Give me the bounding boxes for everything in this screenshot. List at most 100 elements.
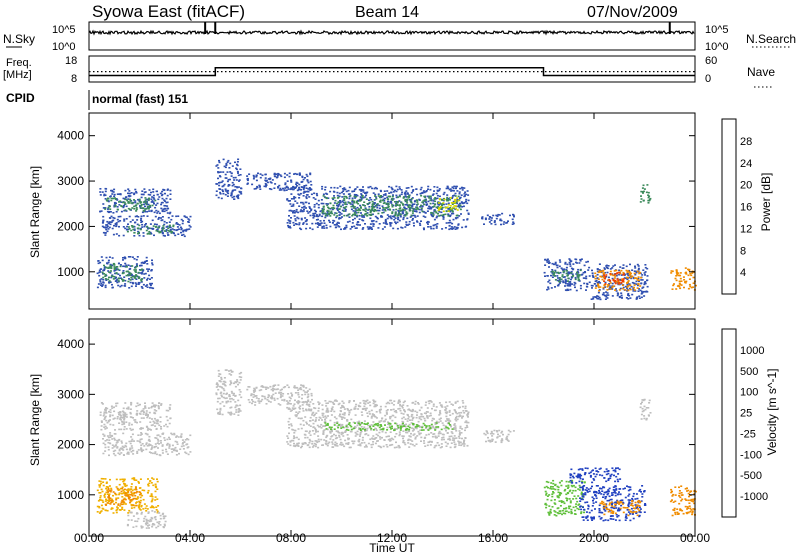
echo-cell [353, 426, 356, 428]
echo-cell [119, 503, 122, 505]
echo-cell [440, 203, 443, 205]
echo-cell [147, 492, 149, 494]
echo-cell [170, 448, 173, 450]
echo-cell [326, 215, 329, 217]
echo-cell [188, 228, 191, 230]
echo-cell [295, 436, 298, 439]
echo-cell [129, 195, 132, 197]
echo-cell [151, 405, 153, 408]
echo-cell [288, 225, 291, 228]
echo-cell [117, 280, 120, 282]
echo-cell [433, 218, 436, 221]
echo-cell [286, 435, 289, 437]
echo-cell [217, 171, 219, 173]
echo-cell [187, 221, 190, 223]
echo-cell [569, 288, 572, 291]
echo-cell [406, 202, 409, 204]
echo-cell [371, 437, 374, 439]
echo-cell [358, 214, 361, 217]
echo-cell [399, 188, 401, 190]
echo-cell [255, 387, 258, 389]
echo-cell [159, 454, 162, 457]
echo-cell [320, 199, 323, 201]
echo-cell [234, 185, 237, 188]
echo-cell [450, 209, 453, 212]
echo-cell [455, 207, 458, 210]
echo-cell [462, 410, 465, 412]
echo-cell [325, 435, 328, 437]
echo-cell [389, 223, 392, 226]
echo-cell [154, 496, 157, 498]
echo-cell [569, 265, 572, 267]
echo-cell [647, 194, 650, 196]
echo-cell [618, 278, 621, 281]
echo-cell [341, 216, 343, 218]
echo-cell [398, 212, 400, 215]
echo-cell [458, 441, 461, 443]
echo-cell [411, 440, 414, 442]
echo-cell [259, 188, 262, 190]
echo-cell [230, 411, 233, 414]
echo-cell [405, 190, 408, 192]
echo-cell [354, 431, 357, 434]
echo-cell [382, 194, 385, 196]
echo-cell [99, 261, 102, 264]
echo-cell [174, 446, 177, 449]
echo-cell [318, 440, 321, 443]
nsky-panel: N.Sky 10^5 10^0 10^5 10^0 N.Search [3, 21, 796, 53]
echo-cell [222, 171, 225, 173]
echo-cell [102, 219, 105, 222]
echo-cell [378, 200, 381, 203]
echo-cell [344, 208, 347, 211]
echo-cell [367, 434, 370, 437]
echo-cell [156, 212, 159, 214]
echo-cell [440, 208, 443, 211]
echo-cell [609, 288, 612, 290]
echo-cell [103, 435, 106, 437]
echo-cell [157, 404, 160, 407]
echo-cell [500, 223, 502, 226]
echo-cell [548, 279, 551, 282]
echo-cell [138, 491, 141, 493]
echo-cell [144, 407, 147, 409]
echo-cell [102, 478, 105, 480]
echo-cell [230, 192, 233, 195]
echo-cell [351, 199, 354, 201]
echo-cell [236, 163, 238, 166]
echo-cell [220, 391, 223, 394]
echo-cell [463, 440, 465, 442]
echo-cell [127, 493, 130, 496]
echo-cell [256, 186, 259, 189]
echo-cell [358, 438, 361, 441]
echo-cell [301, 394, 304, 396]
echo-cell [151, 200, 154, 202]
echo-cell [105, 224, 108, 226]
echo-cell [592, 296, 595, 298]
echo-cell [155, 410, 158, 412]
echo-cell [123, 509, 126, 511]
echo-cell [499, 218, 502, 221]
echo-cell [356, 424, 359, 427]
echo-cell [438, 444, 441, 447]
echo-cell [182, 445, 185, 447]
echo-cell [257, 400, 260, 402]
echo-cell [344, 201, 347, 204]
echo-cell [143, 411, 145, 413]
echo-cell [379, 408, 382, 411]
echo-cell [130, 225, 133, 227]
echo-cell [604, 298, 607, 300]
echo-cell [408, 423, 411, 426]
echo-cell [294, 186, 297, 189]
echo-cell [364, 207, 367, 209]
echo-cell [430, 227, 433, 230]
echo-cell [443, 198, 446, 201]
echo-cell [415, 188, 418, 190]
echo-cell [419, 188, 422, 191]
echo-cell [338, 195, 341, 198]
echo-cell [602, 294, 605, 296]
echo-cell [330, 407, 333, 410]
echo-cell [311, 440, 314, 443]
echo-cell [120, 447, 123, 449]
echo-cell [321, 408, 324, 411]
